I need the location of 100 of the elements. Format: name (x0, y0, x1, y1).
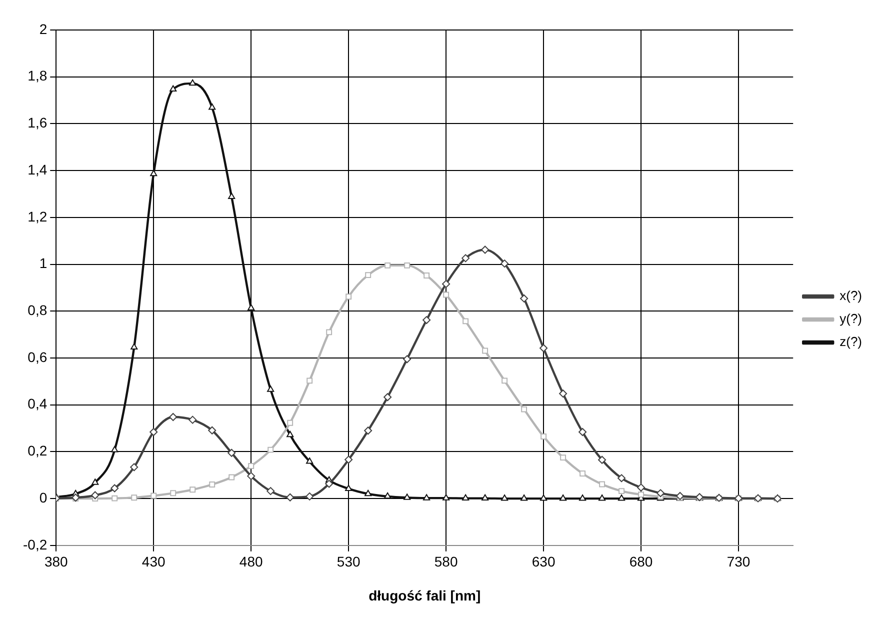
y-tick-label: 1 (39, 255, 48, 272)
point (384, 262, 391, 268)
point (501, 494, 508, 501)
point (111, 446, 118, 452)
point (598, 456, 606, 464)
point (637, 484, 646, 492)
y-tick-label: 0,2 (28, 442, 48, 459)
point (578, 428, 587, 436)
point (462, 318, 469, 324)
point (346, 294, 352, 300)
y-tick-label: -0,2 (23, 536, 48, 552)
point (286, 493, 294, 502)
point (540, 344, 548, 352)
point (287, 420, 294, 426)
y-tick-label: 1,4 (28, 161, 48, 178)
point (208, 104, 216, 110)
point (599, 481, 606, 488)
point (169, 413, 178, 422)
y-tick-label: 0 (39, 489, 48, 506)
y-tick-label: 0,8 (28, 302, 48, 318)
y-tick-label: 0,4 (28, 396, 48, 412)
legend-label: z(?) (840, 334, 862, 350)
x-tick-label: 430 (142, 554, 166, 570)
point (404, 494, 411, 500)
point (481, 246, 490, 254)
point (521, 406, 528, 412)
x-tick-label: 380 (44, 554, 68, 570)
point (656, 489, 665, 498)
x-tick-label: 480 (239, 554, 263, 570)
point (247, 472, 256, 480)
point (326, 329, 332, 336)
point (618, 488, 625, 494)
point (403, 355, 412, 364)
point (189, 79, 196, 86)
point (306, 378, 313, 384)
point (579, 494, 586, 501)
x-tick-label: 680 (629, 554, 653, 570)
y-tick-label: 2 (39, 20, 48, 37)
point (170, 490, 176, 496)
point (364, 426, 372, 435)
point (540, 494, 548, 501)
point (364, 490, 372, 496)
point (520, 294, 528, 302)
point (190, 486, 196, 493)
point (110, 484, 119, 492)
point (559, 390, 568, 398)
point (618, 474, 626, 482)
point (286, 430, 294, 438)
point (150, 492, 157, 499)
point (345, 484, 352, 491)
point (365, 272, 372, 278)
point (443, 292, 450, 298)
point (462, 254, 470, 262)
point (91, 491, 100, 500)
point (482, 494, 489, 501)
point (209, 482, 216, 488)
point (384, 492, 392, 499)
point (462, 494, 470, 501)
point (150, 428, 158, 436)
point (580, 470, 586, 476)
point (482, 348, 488, 354)
point (520, 494, 528, 501)
point (131, 494, 138, 501)
x-tick-label: 730 (726, 554, 750, 570)
point (306, 458, 314, 464)
legend-label: x(?) (840, 288, 862, 304)
y-tick-label: 1,6 (28, 114, 48, 131)
point (422, 316, 431, 324)
point (560, 454, 566, 461)
point (112, 495, 118, 502)
point (130, 343, 138, 350)
point (228, 474, 235, 480)
point (92, 478, 99, 485)
x-tick-label: 530 (336, 554, 360, 570)
point (638, 492, 644, 498)
point (384, 393, 392, 402)
point (598, 494, 606, 501)
point (424, 272, 430, 278)
point (676, 492, 684, 500)
point (228, 192, 236, 200)
point (208, 426, 216, 434)
x-axis-title: długość fali [nm] (368, 587, 481, 604)
point (618, 494, 626, 501)
point (344, 456, 353, 464)
point (325, 480, 334, 488)
point (268, 446, 274, 453)
y-tick-label: 1,2 (28, 208, 48, 224)
legend-label: y(?) (840, 311, 862, 326)
point (500, 260, 509, 268)
point (170, 85, 177, 92)
y-tick-label: 1,8 (28, 68, 48, 84)
x-tick-label: 630 (532, 554, 556, 570)
point (130, 463, 138, 472)
point (266, 487, 275, 496)
x-tick-label: 580 (434, 554, 458, 570)
point (560, 494, 567, 501)
point (502, 378, 508, 384)
point (540, 433, 547, 440)
point (306, 492, 314, 500)
point (248, 304, 255, 310)
